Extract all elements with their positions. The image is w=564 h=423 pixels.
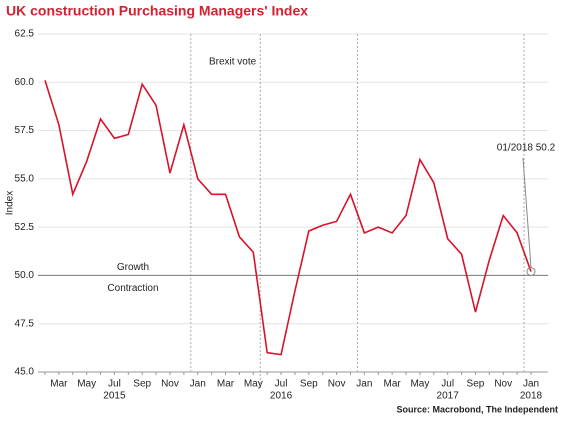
x-tick-label: Jul bbox=[108, 379, 121, 390]
chart-title: UK construction Purchasing Managers' Ind… bbox=[6, 3, 308, 19]
y-tick-label: 47.5 bbox=[15, 318, 35, 329]
annotation-leader bbox=[522, 157, 532, 268]
x-tick-label: May bbox=[410, 379, 429, 390]
y-tick-label: 57.5 bbox=[15, 125, 35, 136]
x-tick-label: Nov bbox=[161, 379, 179, 390]
x-tick-label: Jul bbox=[441, 379, 454, 390]
point-annotation: 01/2018 50.2 bbox=[497, 143, 556, 154]
y-axis-label: Index bbox=[5, 191, 16, 215]
data-line bbox=[44, 80, 532, 356]
x-tick-label: May bbox=[244, 379, 263, 390]
y-tick-label: 60.0 bbox=[15, 77, 35, 88]
source: Source: Macrobond, The Independent bbox=[396, 404, 558, 414]
x-year-label: 2015 bbox=[103, 391, 126, 402]
x-tick-label: Sep bbox=[467, 379, 485, 390]
y-tick-label: 62.5 bbox=[15, 29, 35, 40]
x-tick-label: Mar bbox=[384, 379, 402, 390]
y-tick-label: 45.0 bbox=[15, 367, 35, 378]
x-tick-label: Jan bbox=[356, 379, 372, 390]
x-tick-label: Jan bbox=[190, 379, 206, 390]
event-label: Brexit vote bbox=[209, 57, 257, 68]
x-tick-label: Jan bbox=[523, 379, 539, 390]
x-tick-label: Mar bbox=[50, 379, 68, 390]
contraction-label: Contraction bbox=[107, 283, 158, 294]
x-tick-label: Sep bbox=[133, 379, 151, 390]
x-year-label: 2016 bbox=[270, 391, 293, 402]
x-year-label: 2017 bbox=[437, 391, 460, 402]
x-tick-label: Nov bbox=[328, 379, 346, 390]
x-tick-label: Mar bbox=[217, 379, 235, 390]
x-tick-label: Jul bbox=[275, 379, 288, 390]
x-tick-label: Nov bbox=[494, 379, 512, 390]
x-tick-label: May bbox=[77, 379, 96, 390]
y-tick-label: 55.0 bbox=[15, 173, 35, 184]
x-tick-label: Sep bbox=[300, 379, 318, 390]
y-tick-label: 50.0 bbox=[15, 270, 35, 281]
growth-label: Growth bbox=[117, 262, 149, 273]
x-year-label: 2018 bbox=[520, 391, 543, 402]
y-tick-label: 52.5 bbox=[15, 222, 35, 233]
